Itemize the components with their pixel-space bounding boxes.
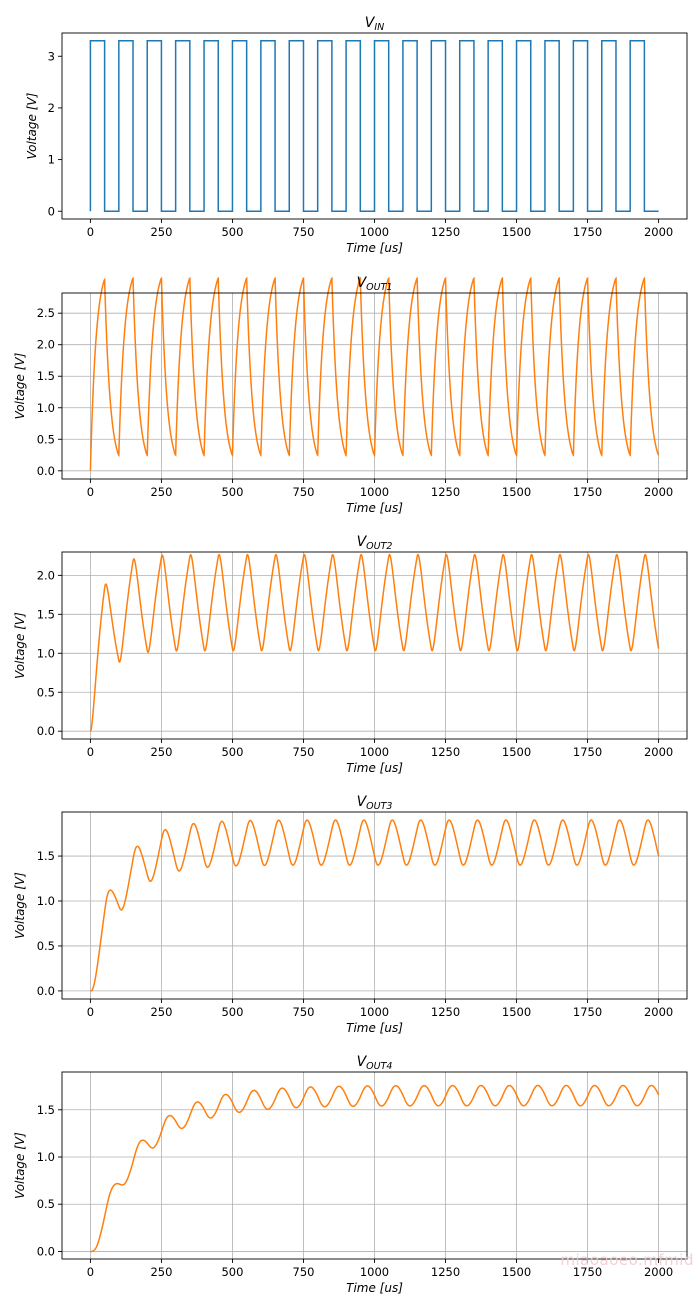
x-tick-label: 0 [87,485,94,499]
series-line-out1 [89,276,660,471]
y-tick-label: 1.0 [37,1150,55,1164]
x-tick-label: 500 [221,485,243,499]
x-tick-label: 1500 [502,485,531,499]
chart-panel-out2: 0 250 500 750 1000 1250 1500 1750 2000 0.0 0.5 1.0 1… [13,534,688,775]
x-tick-label: 1000 [360,1265,389,1279]
x-tick-label: 1500 [502,1265,531,1279]
x-tick-label: 500 [221,745,243,759]
x-tick-label: 1250 [431,1005,460,1019]
chart-title: VIN [365,15,385,33]
chart-panel-out3: 0 250 500 750 1000 1250 1500 1750 2000 0.0 0.5 1.0 1… [13,794,688,1035]
y-tick-label: 0.0 [37,1244,55,1258]
y-tick-label: 0.5 [37,939,55,953]
series-line-out2 [89,553,660,732]
x-tick-label: 2000 [644,1265,673,1279]
watermark: miaoaoeo.mfmid [560,1251,694,1269]
x-tick-label: 0 [87,1005,94,1019]
x-tick-label: 1250 [431,485,460,499]
y-tick-label: 2.5 [37,306,55,320]
x-tick-label: 1750 [573,1005,602,1019]
x-tick-label: 250 [150,745,172,759]
chart-title: VOUT2 [357,534,393,552]
x-tick-label: 250 [150,1265,172,1279]
x-tick-label: 1750 [573,225,602,239]
chart-panel-out4: 0 250 500 750 1000 1250 1500 1750 2000 0.0 0.5 1.0 1… [13,1054,688,1295]
x-tick-label: 1000 [360,485,389,499]
y-tick-label: 1 [48,153,55,167]
chart-panel-in: 0 250 500 750 1000 1250 1500 1750 2000 0 1 2 3 VIN Tim… [25,15,688,255]
x-tick-label: 1750 [573,745,602,759]
x-tick-label: 1250 [431,1265,460,1279]
y-tick-label: 3 [48,49,55,63]
grid [62,812,687,999]
x-tick-label: 2000 [644,485,673,499]
grid [62,1072,687,1259]
x-tick-label: 750 [293,745,315,759]
y-axis-label: Voltage [V] [25,92,39,159]
x-tick-label: 1500 [502,1005,531,1019]
chart-title: VOUT1 [357,275,393,293]
x-tick-label: 0 [87,1265,94,1279]
x-tick-label: 250 [150,1005,172,1019]
x-axis-label: Time [us] [346,761,403,775]
x-tick-label: 2000 [644,1005,673,1019]
x-tick-label: 1500 [502,745,531,759]
series-line-out4 [90,1084,660,1253]
y-tick-label: 0.5 [37,432,55,446]
y-tick-label: 2.0 [37,568,55,582]
x-tick-label: 250 [150,485,172,499]
x-tick-label: 1750 [573,485,602,499]
y-tick-label: 2.0 [37,338,55,352]
x-tick-label: 500 [221,1265,243,1279]
x-axis-label: Time [us] [346,241,403,255]
y-tick-label: 0 [48,204,55,218]
y-tick-label: 0.5 [37,1197,55,1211]
x-tick-label: 1500 [502,225,531,239]
x-tick-label: 1000 [360,1005,389,1019]
x-axis-label: Time [us] [346,1021,403,1035]
x-tick-label: 1250 [431,225,460,239]
x-tick-label: 500 [221,1005,243,1019]
y-tick-label: 1.0 [37,646,55,660]
x-tick-label: 2000 [644,225,673,239]
y-tick-label: 1.0 [37,401,55,415]
x-tick-label: 750 [293,485,315,499]
y-tick-label: 1.5 [37,849,55,863]
y-tick-label: 0.5 [37,685,55,699]
y-axis-label: Voltage [V] [13,872,27,939]
x-tick-label: 0 [87,745,94,759]
x-axis-label: Time [us] [346,501,403,515]
x-tick-label: 250 [150,225,172,239]
x-tick-label: 750 [293,1265,315,1279]
y-tick-label: 0.0 [37,464,55,478]
y-tick-label: 1.5 [37,1103,55,1117]
y-axis-label: Voltage [V] [13,612,27,679]
y-tick-label: 0.0 [37,724,55,738]
y-tick-label: 0.0 [37,984,55,998]
y-tick-label: 1.5 [37,369,55,383]
y-axis-label: Voltage [V] [13,352,27,419]
x-tick-label: 0 [87,225,94,239]
x-tick-label: 1250 [431,745,460,759]
series-line-out3 [90,819,660,992]
chart-panel-out1: 0 250 500 750 1000 1250 1500 1750 2000 0.0 0.5 1.0 1… [13,275,688,515]
x-tick-label: 750 [293,1005,315,1019]
x-tick-label: 500 [221,225,243,239]
x-tick-label: 2000 [644,745,673,759]
y-axis-label: Voltage [V] [13,1132,27,1199]
y-tick-label: 1.0 [37,894,55,908]
y-tick-label: 1.5 [37,607,55,621]
chart-title: VOUT3 [357,794,393,812]
x-tick-label: 750 [293,225,315,239]
x-tick-label: 1000 [360,745,389,759]
y-tick-label: 2 [48,101,55,115]
x-axis-label: Time [us] [346,1281,403,1295]
chart-title: VOUT4 [357,1054,393,1072]
series-line-in [89,40,659,212]
x-tick-label: 1750 [573,1265,602,1279]
x-tick-label: 1000 [360,225,389,239]
